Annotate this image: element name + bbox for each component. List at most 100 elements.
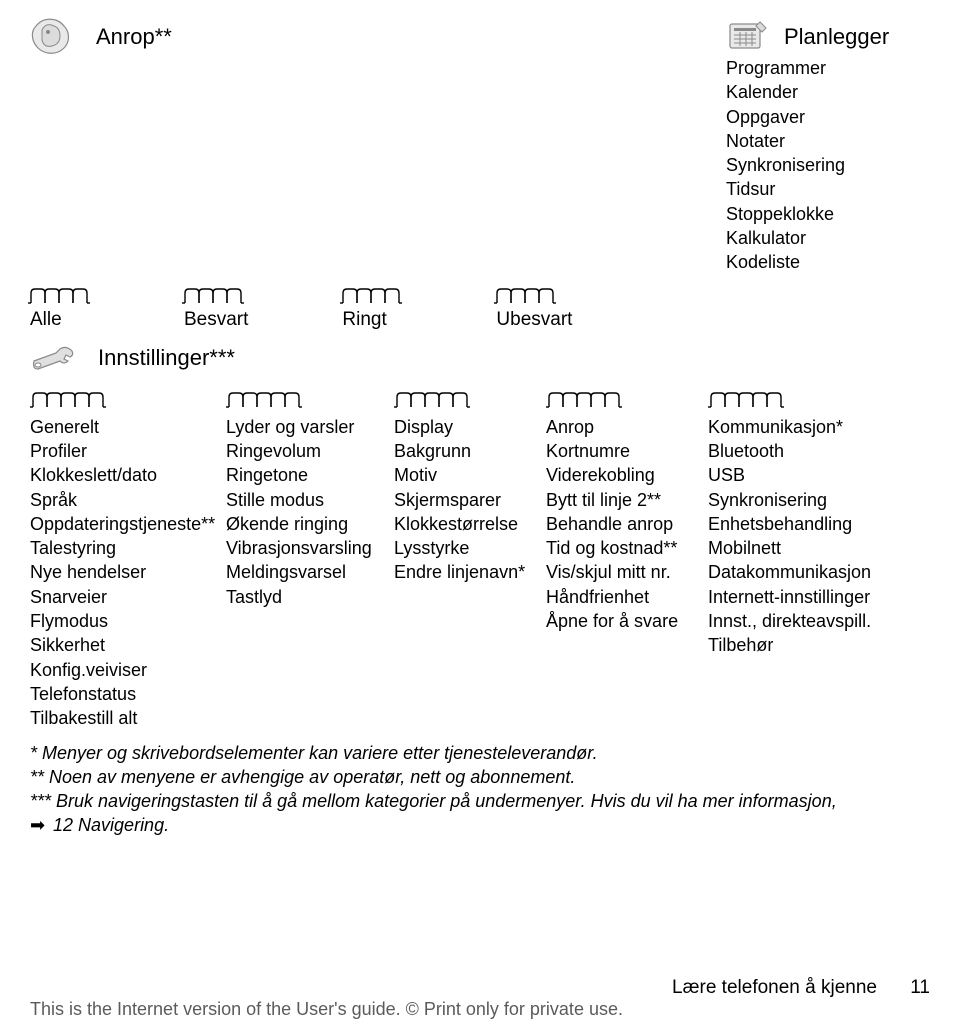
footer-disclaimer: This is the Internet version of the User… bbox=[30, 999, 930, 1020]
settings-column-header: Kommunikasjon* bbox=[708, 415, 886, 439]
footnote-4-text: 12 Navigering. bbox=[53, 815, 169, 835]
settings-column: Lyder og varslerRingevolumRingetoneStill… bbox=[226, 391, 384, 609]
settings-column-header: Display bbox=[394, 415, 536, 439]
settings-item: Bytt til linje 2** bbox=[546, 488, 698, 512]
planner-item: Tidsur bbox=[726, 177, 889, 201]
settings-item: Lysstyrke bbox=[394, 536, 536, 560]
settings-item: Håndfrienhet bbox=[546, 585, 698, 609]
settings-item: Skjermsparer bbox=[394, 488, 536, 512]
tab-icon bbox=[708, 391, 886, 409]
settings-item: Telefonstatus bbox=[30, 682, 216, 706]
planner-item: Notater bbox=[726, 129, 889, 153]
tab-icon bbox=[394, 391, 536, 409]
settings-column: DisplayBakgrunnMotivSkjermsparerKlokkest… bbox=[394, 391, 536, 585]
settings-item: Klokkestørrelse bbox=[394, 512, 536, 536]
settings-item: Økende ringing bbox=[226, 512, 384, 536]
tab-icon bbox=[30, 391, 216, 409]
planner-icon bbox=[726, 18, 770, 52]
settings-item: Innst., direkteavspill. bbox=[708, 609, 886, 633]
planner-item: Oppgaver bbox=[726, 105, 889, 129]
settings-item: USB bbox=[708, 463, 886, 487]
anrop-tabs: Alle Besvart Ringt Ubesvart bbox=[30, 287, 930, 331]
planner-item: Kalender bbox=[726, 80, 889, 104]
anrop-tab-label: Alle bbox=[30, 309, 62, 331]
anrop-tab-label: Ubesvart bbox=[496, 309, 572, 331]
settings-item: Kortnumre bbox=[546, 439, 698, 463]
planner-title: Planlegger bbox=[784, 18, 889, 50]
footnote-2: ** Noen av menyene er avhengige av opera… bbox=[30, 765, 930, 789]
settings-item: Stille modus bbox=[226, 488, 384, 512]
footnote-4: ➡ 12 Navigering. bbox=[30, 813, 930, 837]
settings-columns: GenereltProfilerKlokkeslett/datoSpråkOpp… bbox=[30, 391, 930, 731]
settings-item: Flymodus bbox=[30, 609, 216, 633]
settings-item: Vibrasjonsvarsling bbox=[226, 536, 384, 560]
anrop-tab-label: Ringt bbox=[342, 309, 386, 331]
settings-item: Tilbehør bbox=[708, 633, 886, 657]
settings-item: Behandle anrop bbox=[546, 512, 698, 536]
tab-icon bbox=[546, 391, 698, 409]
settings-item: Språk bbox=[30, 488, 216, 512]
header-row: Anrop** Planlegger ProgrammerKalenderOpp… bbox=[30, 18, 930, 275]
anrop-tab-label: Besvart bbox=[184, 309, 248, 331]
settings-item: Vis/skjul mitt nr. bbox=[546, 560, 698, 584]
settings-item: Ringevolum bbox=[226, 439, 384, 463]
settings-item: Ringetone bbox=[226, 463, 384, 487]
footer-top: Lære telefonen å kjenne 11 bbox=[30, 977, 930, 999]
settings-column-header: Lyder og varsler bbox=[226, 415, 384, 439]
planner-column: Planlegger ProgrammerKalenderOppgaverNot… bbox=[726, 18, 889, 275]
settings-item: Nye hendelser bbox=[30, 560, 216, 584]
settings-item: Konfig.veiviser bbox=[30, 658, 216, 682]
anrop-tab: Ubesvart bbox=[496, 287, 572, 331]
settings-item: Datakommunikasjon bbox=[708, 560, 886, 584]
footer: Lære telefonen å kjenne 11 This is the I… bbox=[0, 977, 960, 1020]
settings-title: Innstillinger*** bbox=[98, 345, 235, 371]
settings-item: Synkronisering bbox=[708, 488, 886, 512]
settings-column: Kommunikasjon*BluetoothUSBSynkronisering… bbox=[708, 391, 886, 658]
arrow-icon: ➡ bbox=[30, 813, 48, 837]
wrench-icon bbox=[30, 343, 80, 373]
settings-item: Bluetooth bbox=[708, 439, 886, 463]
planner-item: Stoppeklokke bbox=[726, 202, 889, 226]
contacts-icon bbox=[30, 18, 74, 56]
footnotes: * Menyer og skrivebordselementer kan var… bbox=[30, 741, 930, 838]
settings-item: Sikkerhet bbox=[30, 633, 216, 657]
settings-item: Motiv bbox=[394, 463, 536, 487]
tab-icon bbox=[494, 287, 556, 305]
anrop-title: Anrop** bbox=[96, 18, 726, 50]
tab-icon bbox=[182, 287, 244, 305]
planner-items: ProgrammerKalenderOppgaverNotaterSynkron… bbox=[726, 56, 889, 275]
settings-item: Tilbakestill alt bbox=[30, 706, 216, 730]
anrop-tab: Besvart bbox=[184, 287, 248, 331]
settings-item: Bakgrunn bbox=[394, 439, 536, 463]
anrop-tab: Ringt bbox=[342, 287, 402, 331]
planner-item: Kodeliste bbox=[726, 250, 889, 274]
settings-item: Profiler bbox=[30, 439, 216, 463]
anrop-tab: Alle bbox=[30, 287, 90, 331]
settings-item: Viderekobling bbox=[546, 463, 698, 487]
page-number: 11 bbox=[910, 977, 930, 998]
tab-icon bbox=[28, 287, 90, 305]
settings-item: Tid og kostnad** bbox=[546, 536, 698, 560]
settings-item: Endre linjenavn* bbox=[394, 560, 536, 584]
settings-item: Snarveier bbox=[30, 585, 216, 609]
settings-column: GenereltProfilerKlokkeslett/datoSpråkOpp… bbox=[30, 391, 216, 731]
settings-item: Enhetsbehandling bbox=[708, 512, 886, 536]
tab-icon bbox=[226, 391, 384, 409]
footnote-1: * Menyer og skrivebordselementer kan var… bbox=[30, 741, 930, 765]
settings-item: Tastlyd bbox=[226, 585, 384, 609]
planner-item: Kalkulator bbox=[726, 226, 889, 250]
settings-column-header: Generelt bbox=[30, 415, 216, 439]
settings-column: AnropKortnumreViderekoblingBytt til linj… bbox=[546, 391, 698, 634]
settings-item: Klokkeslett/dato bbox=[30, 463, 216, 487]
settings-item: Mobilnett bbox=[708, 536, 886, 560]
planner-item: Programmer bbox=[726, 56, 889, 80]
settings-item: Oppdateringstjeneste** bbox=[30, 512, 216, 536]
settings-column-header: Anrop bbox=[546, 415, 698, 439]
settings-item: Internett-innstillinger bbox=[708, 585, 886, 609]
footnote-3: *** Bruk navigeringstasten til å gå mell… bbox=[30, 789, 930, 813]
settings-item: Talestyring bbox=[30, 536, 216, 560]
settings-item: Meldingsvarsel bbox=[226, 560, 384, 584]
settings-header: Innstillinger*** bbox=[30, 343, 930, 373]
planner-item: Synkronisering bbox=[726, 153, 889, 177]
section-title: Lære telefonen å kjenne bbox=[672, 977, 877, 998]
